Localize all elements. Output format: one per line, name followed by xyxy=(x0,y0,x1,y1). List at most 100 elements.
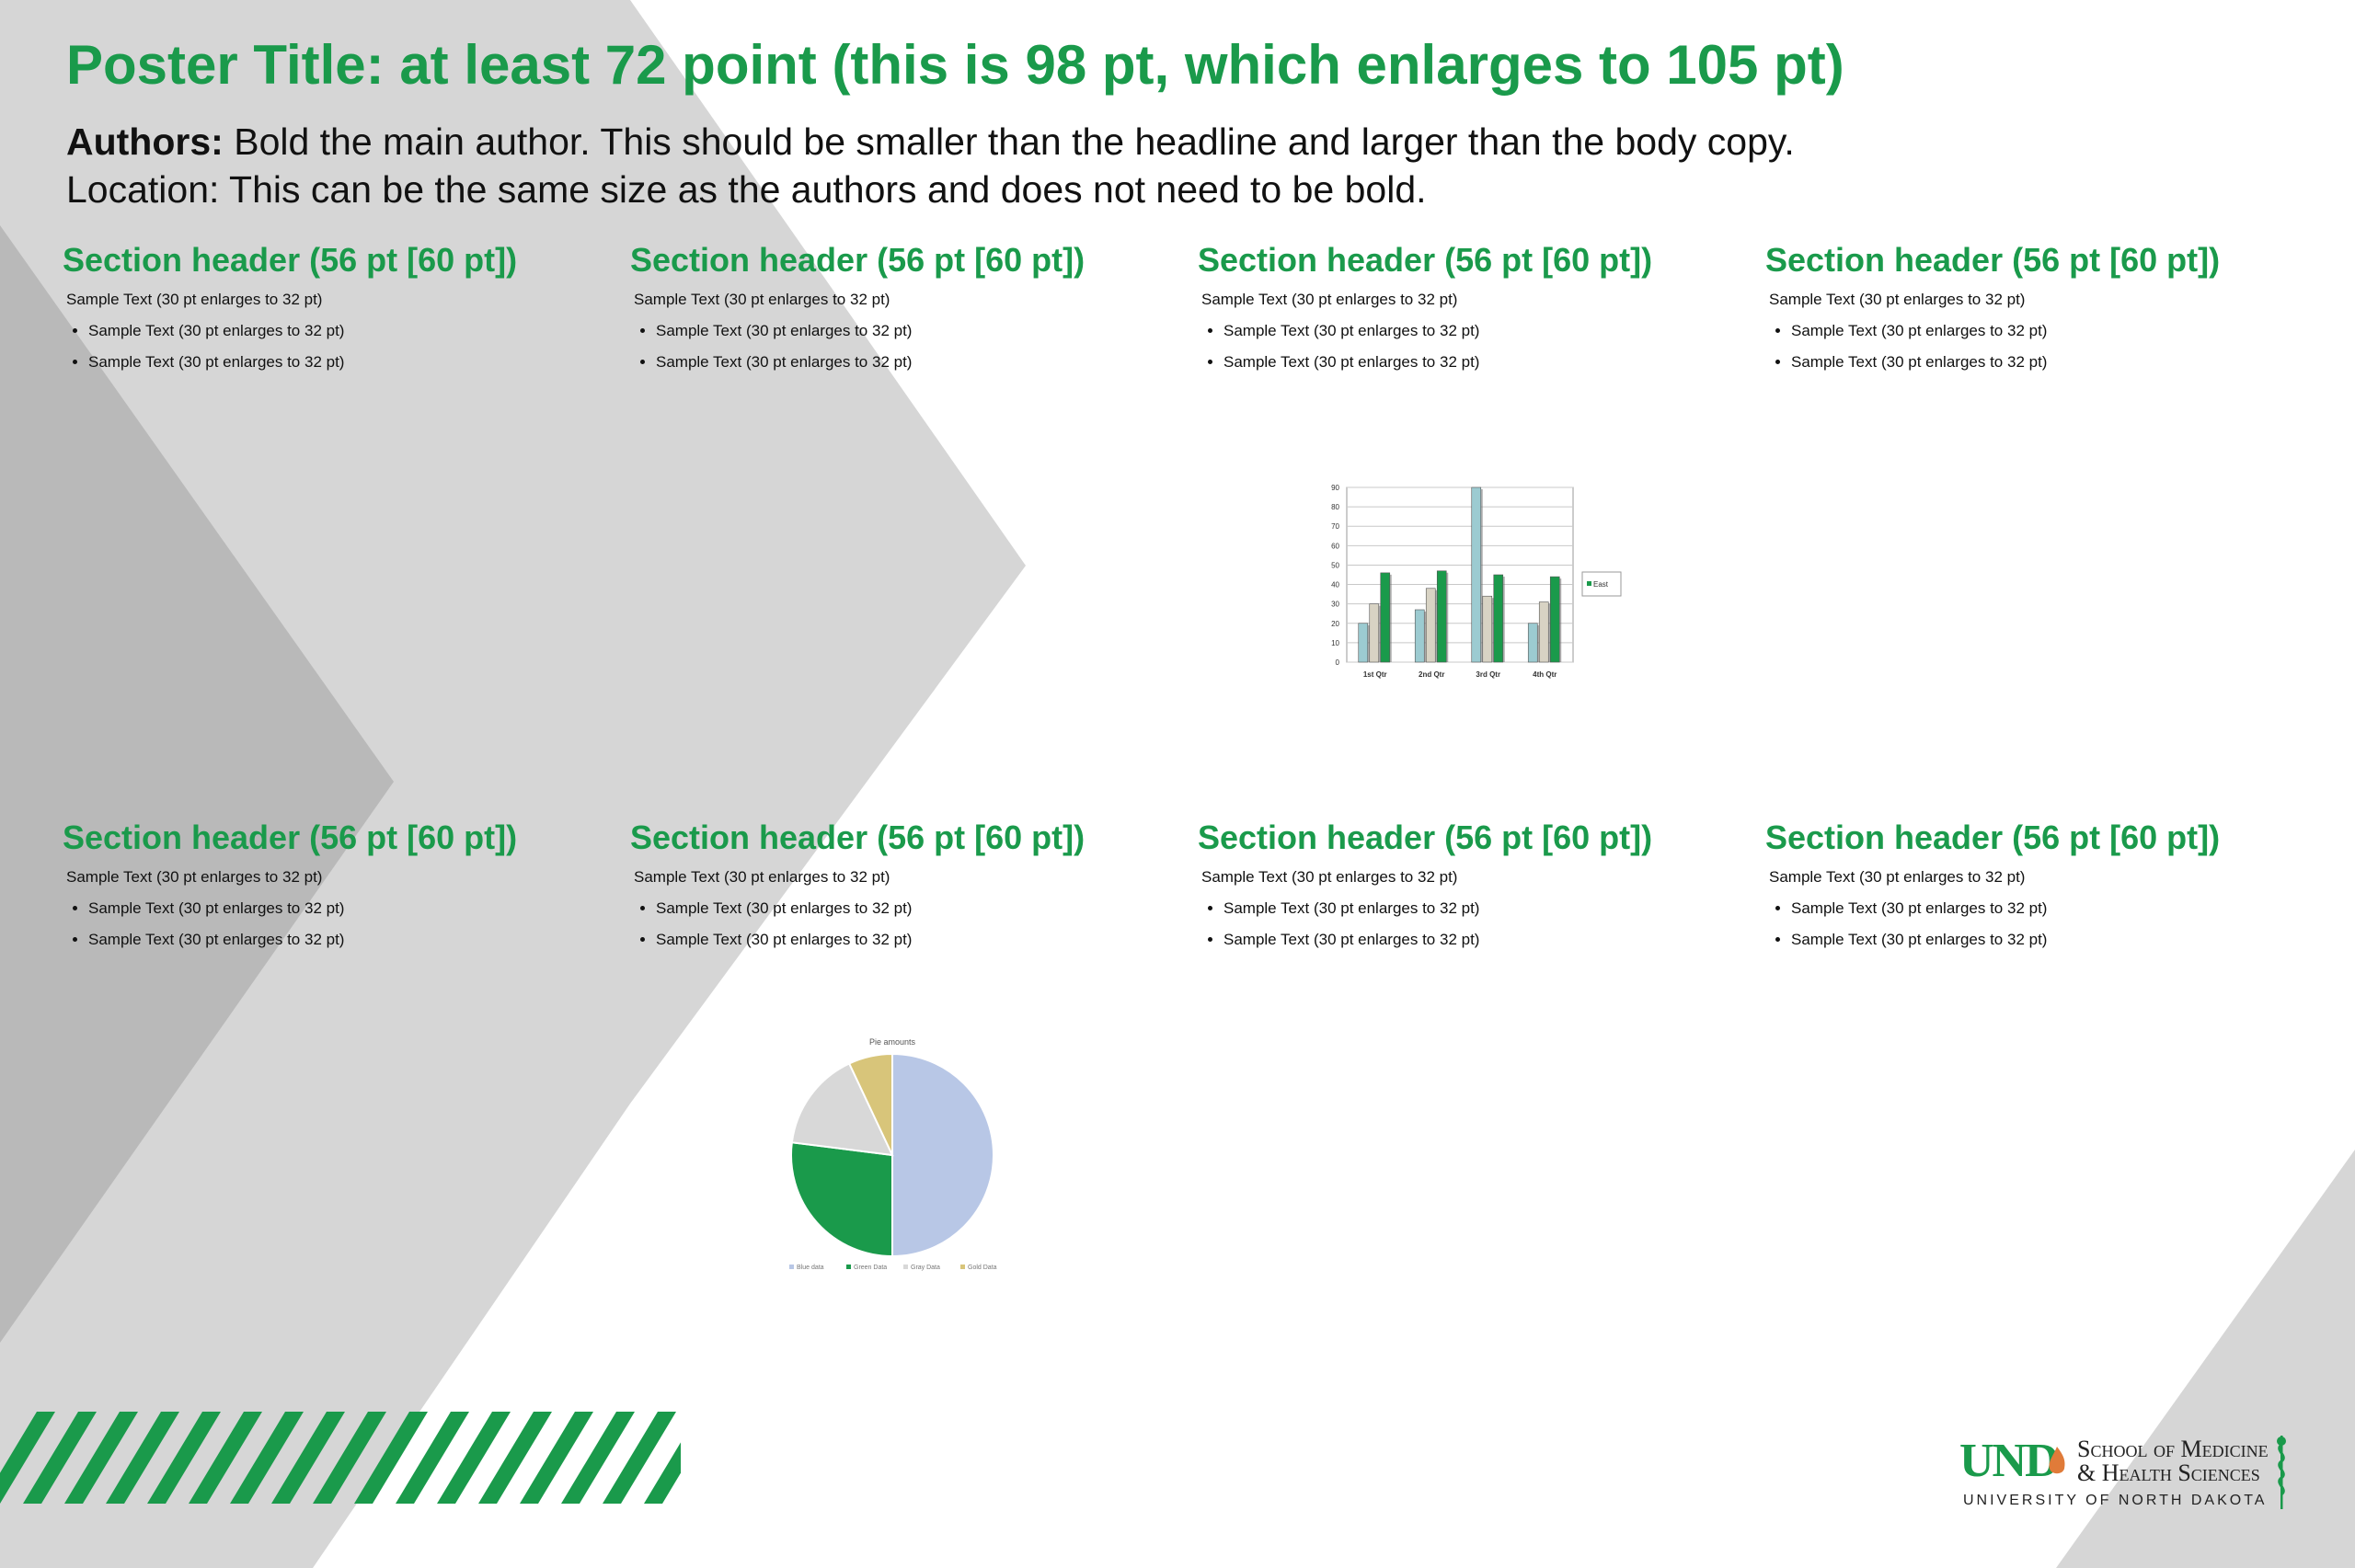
bar xyxy=(1527,623,1538,663)
pie-slice xyxy=(790,1141,893,1258)
background-chevron-large xyxy=(0,0,1026,1568)
bar-side xyxy=(1559,578,1562,662)
legend-swatch xyxy=(1587,581,1591,586)
bar-side xyxy=(1491,598,1494,662)
stripe xyxy=(0,1412,55,1504)
bullet-item: Sample Text (30 pt enlarges to 32 pt) xyxy=(656,899,1145,918)
location-line: Location: This can be the same size as t… xyxy=(66,168,1427,211)
section-text: Sample Text (30 pt enlarges to 32 pt) xyxy=(634,291,890,308)
legend-label: Blue data xyxy=(797,1265,824,1271)
pie-slice xyxy=(891,1052,994,1258)
legend-swatch xyxy=(903,1265,908,1269)
stripe xyxy=(603,1412,676,1504)
bar xyxy=(1538,601,1549,663)
bar xyxy=(1414,609,1425,663)
caduceus-icon xyxy=(2277,1436,2286,1509)
bar-side xyxy=(1367,624,1370,662)
section-text: Sample Text (30 pt enlarges to 32 pt) xyxy=(1201,291,1458,308)
section-header: Section header (56 pt [60 pt]) xyxy=(1198,818,1653,856)
bar xyxy=(1380,572,1391,663)
bar-side xyxy=(1548,603,1551,662)
section-text: Sample Text (30 pt enlarges to 32 pt) xyxy=(66,868,323,886)
section-header: Section header (56 pt [60 pt]) xyxy=(63,818,518,856)
bar xyxy=(1493,574,1504,663)
background-chevron-dark xyxy=(0,225,394,1343)
stripe xyxy=(437,1412,511,1504)
bar-chart: 0 10 20 30 40 50 60 70 80 90 1st Qtr 2nd Qtr 3rd Qtr… xyxy=(1331,484,1622,679)
section-bullets: Sample Text (30 pt enlarges to 32 pt) Sa… xyxy=(63,322,578,372)
section-header: Section header (56 pt [60 pt]) xyxy=(1765,241,2221,279)
x-tick-label: 1st Qtr xyxy=(1363,670,1387,679)
green-stripes-decoration xyxy=(0,1412,681,1504)
section-7: Section header (56 pt [60 pt]) Sample Te… xyxy=(1198,818,1713,962)
section-bullets: Sample Text (30 pt enlarges to 32 pt) Sa… xyxy=(1765,322,2280,372)
poster-title: Poster Title: at least 72 point (this is… xyxy=(66,34,1844,96)
y-tick-label: 50 xyxy=(1331,561,1339,569)
bar xyxy=(1436,570,1447,663)
y-tick-label: 80 xyxy=(1331,503,1339,511)
bar-side xyxy=(1424,612,1427,662)
bar xyxy=(1549,576,1560,663)
y-tick-label: 60 xyxy=(1331,542,1339,550)
section-3: Section header (56 pt [60 pt]) Sample Te… xyxy=(1198,241,1713,384)
legend-label: Gray Data xyxy=(911,1265,940,1271)
und-logo: UND School of Medicine & Health Sciences… xyxy=(1959,1430,2291,1522)
bullet-item: Sample Text (30 pt enlarges to 32 pt) xyxy=(1791,899,2280,918)
section-4: Section header (56 pt [60 pt]) Sample Te… xyxy=(1765,241,2280,384)
stripe xyxy=(271,1412,345,1504)
stripe xyxy=(23,1412,97,1504)
section-bullets: Sample Text (30 pt enlarges to 32 pt) Sa… xyxy=(630,899,1145,949)
section-bullets: Sample Text (30 pt enlarges to 32 pt) Sa… xyxy=(1198,322,1713,372)
section-2: Section header (56 pt [60 pt]) Sample Te… xyxy=(630,241,1145,384)
section-text: Sample Text (30 pt enlarges to 32 pt) xyxy=(1769,868,2026,886)
bullet-item: Sample Text (30 pt enlarges to 32 pt) xyxy=(88,322,578,340)
bullet-item: Sample Text (30 pt enlarges to 32 pt) xyxy=(1791,322,2280,340)
section-header: Section header (56 pt [60 pt]) xyxy=(630,818,1086,856)
y-tick-label: 40 xyxy=(1331,581,1339,589)
bullet-item: Sample Text (30 pt enlarges to 32 pt) xyxy=(1791,931,2280,949)
section-5: Section header (56 pt [60 pt]) Sample Te… xyxy=(63,818,578,962)
bar xyxy=(1425,588,1436,663)
logo-line-3: UNIVERSITY OF NORTH DAKOTA xyxy=(1963,1493,2268,1508)
bar xyxy=(1358,623,1369,663)
bullet-item: Sample Text (30 pt enlarges to 32 pt) xyxy=(88,899,578,918)
section-8: Section header (56 pt [60 pt]) Sample Te… xyxy=(1765,818,2280,962)
legend-swatch xyxy=(789,1265,794,1269)
bar xyxy=(1369,603,1380,663)
y-tick-label: 90 xyxy=(1331,484,1339,492)
bullet-item: Sample Text (30 pt enlarges to 32 pt) xyxy=(1223,899,1713,918)
pie-slice xyxy=(790,1062,894,1157)
stripe xyxy=(313,1412,386,1504)
legend-swatch xyxy=(846,1265,851,1269)
section-header: Section header (56 pt [60 pt]) xyxy=(630,241,1086,279)
bullet-item: Sample Text (30 pt enlarges to 32 pt) xyxy=(1223,322,1713,340)
y-tick-label: 30 xyxy=(1331,601,1339,609)
stripe xyxy=(478,1412,552,1504)
y-tick-label: 20 xyxy=(1331,620,1339,628)
section-header: Section header (56 pt [60 pt]) xyxy=(1198,241,1653,279)
bar-side xyxy=(1435,589,1438,662)
stripe xyxy=(520,1412,593,1504)
bar-side xyxy=(1537,624,1540,662)
section-header: Section header (56 pt [60 pt]) xyxy=(63,241,518,279)
y-tick-label: 0 xyxy=(1336,658,1340,667)
x-tick-label: 2nd Qtr xyxy=(1419,670,1444,679)
bullet-item: Sample Text (30 pt enlarges to 32 pt) xyxy=(1791,353,2280,372)
section-bullets: Sample Text (30 pt enlarges to 32 pt) Sa… xyxy=(1198,899,1713,949)
legend-swatch xyxy=(960,1265,965,1269)
pie-title: Pie amounts xyxy=(869,1037,916,1047)
bullet-item: Sample Text (30 pt enlarges to 32 pt) xyxy=(1223,353,1713,372)
bar-side xyxy=(1389,574,1392,662)
logo-line-2: & Health Sciences xyxy=(2077,1459,2260,1486)
logo-line-1: School of Medicine xyxy=(2077,1436,2269,1462)
authors-text: Bold the main author. This should be sma… xyxy=(234,120,1795,163)
bullet-item: Sample Text (30 pt enlarges to 32 pt) xyxy=(88,353,578,372)
bullet-item: Sample Text (30 pt enlarges to 32 pt) xyxy=(1223,931,1713,949)
bar xyxy=(1471,486,1482,663)
legend-label: East xyxy=(1593,580,1609,589)
flame-icon xyxy=(2049,1447,2065,1474)
section-text: Sample Text (30 pt enlarges to 32 pt) xyxy=(1201,868,1458,886)
stripe xyxy=(64,1412,138,1504)
logo-mark: UND xyxy=(1959,1435,2060,1487)
